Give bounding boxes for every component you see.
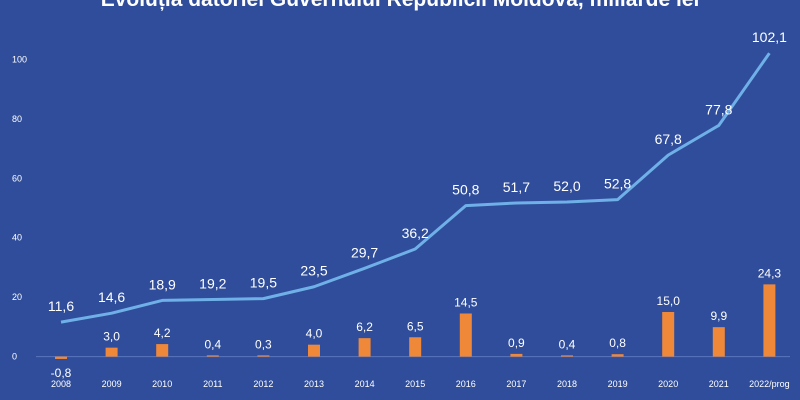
x-tick-label: 2021 — [709, 379, 729, 389]
bar — [156, 344, 169, 357]
y-tick-label: 100 — [12, 54, 27, 64]
bar — [105, 347, 118, 357]
debt-line — [60, 52, 771, 324]
bar — [459, 313, 472, 357]
bar — [308, 344, 320, 357]
x-tick-label: 2008 — [51, 379, 71, 389]
bar — [662, 312, 675, 357]
bar-data-label: 4,0 — [306, 327, 323, 341]
bar-data-label: -0,8 — [51, 366, 72, 380]
line-data-label: 18,9 — [149, 276, 176, 292]
x-tick-label: 2022/prog — [749, 379, 790, 389]
line-data-label: 19,5 — [250, 275, 277, 291]
bar-data-label: 9,9 — [710, 309, 727, 323]
bar — [712, 327, 725, 357]
bar-data-label: 3,0 — [103, 330, 120, 344]
bar-data-label: 0,4 — [559, 337, 576, 351]
bar-data-label: 6,2 — [356, 320, 373, 334]
bar-data-label: 0,4 — [204, 337, 221, 351]
bar — [206, 355, 219, 357]
bar — [358, 338, 371, 357]
y-tick-label: 40 — [12, 233, 22, 243]
line-data-label: 52,0 — [553, 178, 580, 194]
line-data-label: 50,8 — [452, 182, 479, 198]
x-tick-label: 2017 — [506, 379, 526, 389]
y-tick-label: 80 — [12, 114, 22, 124]
line-data-label: 14,6 — [98, 289, 125, 305]
x-tick-label: 2012 — [253, 379, 273, 389]
bar — [510, 353, 523, 357]
bar — [55, 356, 67, 359]
x-tick-label: 2011 — [203, 379, 222, 389]
bar-data-label: 15,0 — [657, 294, 681, 308]
x-tick-label: 2014 — [355, 379, 375, 389]
line-data-label: 19,2 — [199, 276, 226, 292]
bar-data-label: 0,3 — [255, 338, 272, 352]
line-data-label: 23,5 — [300, 263, 327, 279]
y-tick-label: 0 — [12, 352, 17, 362]
line-data-label: 52,8 — [604, 176, 631, 192]
line-data-label: 67,8 — [655, 131, 682, 147]
line-data-label: 29,7 — [351, 244, 378, 260]
line-data-label: 11,6 — [48, 298, 74, 314]
bar — [763, 284, 776, 357]
line-data-label: 36,2 — [402, 225, 429, 241]
chart-title: Evoluția datoriei Guvernului Republicii … — [0, 0, 800, 12]
bar-data-label: 6,5 — [407, 319, 424, 333]
bar-data-label: 0,8 — [609, 336, 626, 350]
x-tick-label: 2019 — [608, 379, 628, 389]
y-tick-label: 20 — [12, 292, 22, 302]
x-tick-label: 2016 — [456, 379, 476, 389]
bar — [561, 355, 573, 357]
x-tick-label: 2018 — [557, 379, 577, 389]
x-tick-label: 2020 — [658, 379, 678, 389]
bar — [409, 337, 422, 357]
x-tick-label: 2015 — [405, 379, 425, 389]
bar-data-label: 4,2 — [154, 326, 171, 340]
line-data-label: 102,1 — [752, 29, 787, 45]
x-tick-label: 2010 — [152, 379, 172, 389]
bar-data-label: 0,9 — [508, 336, 525, 350]
bar-data-label: 24,3 — [758, 266, 782, 280]
line-data-label: 51,7 — [503, 179, 530, 195]
y-tick-label: 60 — [12, 173, 22, 183]
bar — [257, 355, 270, 357]
x-tick-label: 2013 — [304, 379, 324, 389]
bar — [611, 354, 624, 357]
line-data-label: 77,8 — [705, 101, 732, 117]
x-tick-label: 2009 — [102, 379, 122, 389]
bar-data-label: 14,5 — [454, 295, 478, 309]
